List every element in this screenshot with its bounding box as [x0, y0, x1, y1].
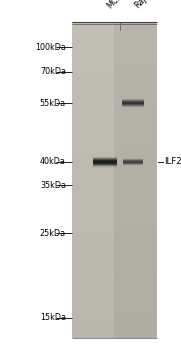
- Bar: [123, 162, 143, 163]
- Bar: [122, 99, 144, 100]
- Text: 35kDa: 35kDa: [40, 181, 66, 189]
- Bar: [122, 105, 144, 106]
- Bar: [93, 164, 117, 166]
- Text: ILF2: ILF2: [164, 158, 181, 167]
- Bar: [93, 159, 117, 160]
- Bar: [122, 103, 144, 104]
- Bar: [123, 164, 143, 165]
- Bar: [93, 163, 117, 164]
- Bar: [93, 160, 117, 161]
- Bar: [122, 100, 144, 101]
- Bar: [122, 104, 144, 105]
- Bar: [93, 158, 117, 159]
- Bar: [93, 160, 117, 161]
- Bar: [123, 161, 143, 162]
- Bar: [93, 157, 117, 158]
- Bar: [122, 100, 144, 101]
- Bar: [93, 161, 117, 162]
- Bar: [93, 164, 117, 165]
- Text: Raji: Raji: [133, 0, 150, 10]
- Bar: [122, 103, 144, 104]
- Bar: [93, 159, 117, 160]
- Bar: [123, 162, 143, 163]
- Bar: [123, 158, 143, 159]
- Bar: [93, 167, 117, 168]
- Bar: [93, 162, 117, 163]
- Bar: [123, 165, 143, 166]
- Text: 40kDa: 40kDa: [40, 158, 66, 167]
- Bar: [122, 106, 144, 107]
- Bar: [122, 101, 144, 102]
- Bar: [123, 163, 143, 164]
- Bar: [123, 159, 143, 160]
- Bar: [122, 99, 144, 100]
- Bar: [93, 162, 117, 163]
- Bar: [93, 166, 117, 167]
- Bar: [122, 105, 144, 106]
- Text: 100kDa: 100kDa: [35, 42, 66, 51]
- Text: 55kDa: 55kDa: [40, 98, 66, 107]
- Bar: [93, 166, 117, 167]
- Bar: [123, 160, 143, 161]
- Bar: [123, 160, 143, 161]
- Bar: [93, 163, 117, 164]
- Bar: [122, 102, 144, 103]
- Bar: [93, 156, 117, 158]
- Bar: [123, 164, 143, 165]
- Bar: [122, 101, 144, 102]
- Bar: [123, 165, 143, 166]
- Bar: [93, 161, 117, 162]
- Bar: [93, 158, 117, 159]
- Text: MCF7: MCF7: [105, 0, 127, 10]
- Bar: [123, 163, 143, 164]
- Text: 15kDa: 15kDa: [40, 314, 66, 322]
- Bar: [93, 165, 117, 166]
- Text: 25kDa: 25kDa: [40, 229, 66, 238]
- Bar: [123, 161, 143, 162]
- Bar: [123, 159, 143, 160]
- Text: 70kDa: 70kDa: [40, 68, 66, 77]
